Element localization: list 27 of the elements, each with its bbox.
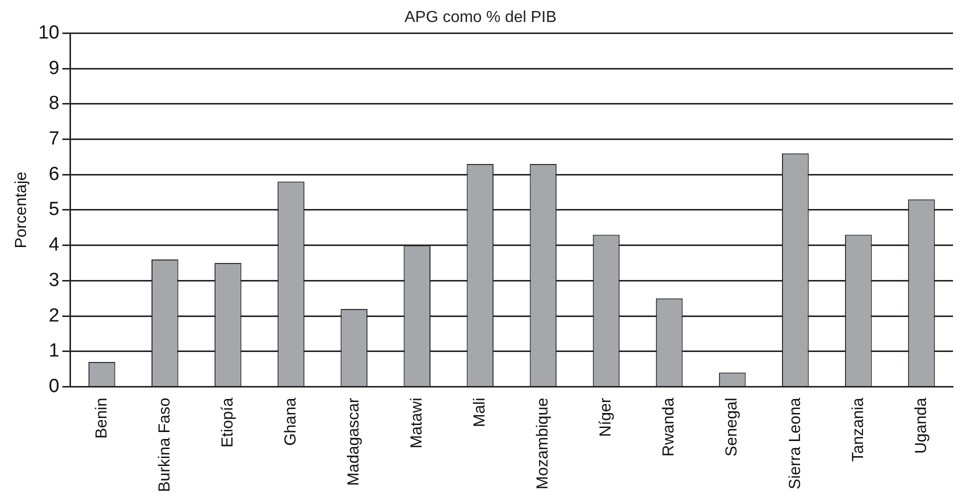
y-tick-label: 2 <box>48 305 60 326</box>
x-tick-label: Senegal <box>724 398 741 456</box>
x-tick-label: Tanzania <box>850 398 867 462</box>
x-tick-label: Benin <box>93 398 110 439</box>
x-tick-label: Sierra Leona <box>786 398 804 490</box>
y-tick-label: 4 <box>48 234 60 256</box>
x-tick-label: Níger <box>598 397 615 437</box>
y-tick-label: 6 <box>48 164 60 185</box>
x-tick-label: Madagascar <box>345 397 362 486</box>
chart-title: APG como % del PIB <box>404 9 557 26</box>
x-tick-label: Etiopía <box>219 398 236 448</box>
y-tick-label: 5 <box>48 199 60 220</box>
y-tick-label: 8 <box>48 93 60 114</box>
y-tick-label: 3 <box>48 270 60 291</box>
y-tick-label: 1 <box>48 340 60 362</box>
x-tick-label: Uganda <box>912 398 930 454</box>
x-tick-label: Burkina Faso <box>156 398 174 492</box>
y-tick-label: 7 <box>48 128 60 150</box>
x-tick-label: Ghana <box>282 398 300 446</box>
x-tick-label: Rwanda <box>660 398 678 456</box>
x-tick-label: Mali <box>472 398 489 428</box>
y-axis-title: Porcentaje <box>13 172 30 248</box>
x-tick-label: Mozambique <box>534 398 552 490</box>
x-tick-label: Matawi <box>408 398 426 448</box>
y-tick-label: 9 <box>48 58 60 79</box>
y-tick-label: 10 <box>38 22 60 44</box>
y-tick-label: 0 <box>48 376 60 397</box>
